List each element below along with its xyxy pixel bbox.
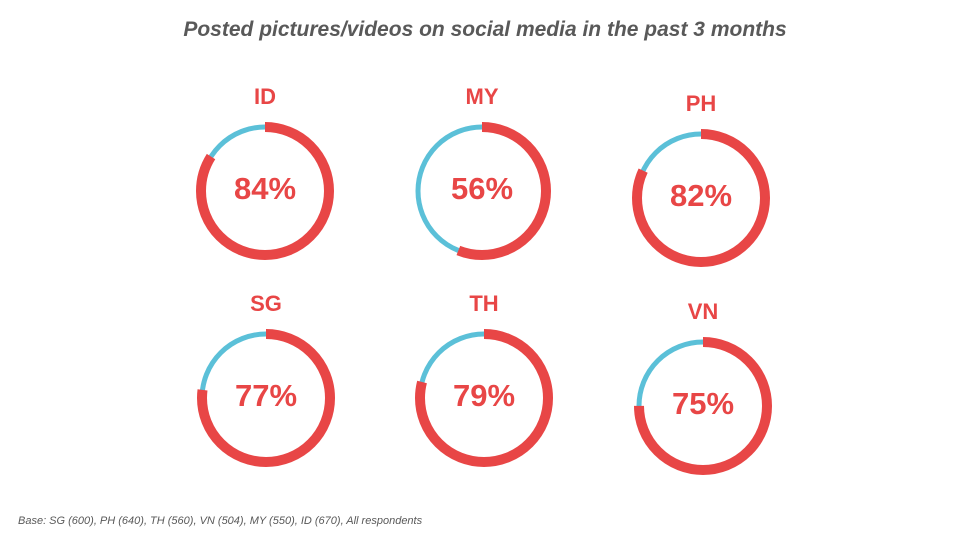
- donut-value-arc: [415, 329, 553, 467]
- donut-value-label: 56%: [450, 171, 514, 206]
- donut-th: TH 79%: [409, 291, 559, 491]
- donut-value-arc: [632, 129, 770, 267]
- donut-value-label: 77%: [234, 378, 298, 413]
- donut-vn: VN 75%: [628, 299, 778, 499]
- donut-ring: [634, 337, 772, 475]
- donut-id: ID 84%: [190, 84, 340, 284]
- donut-ring: [196, 122, 334, 260]
- donut-label: PH: [685, 91, 717, 116]
- donut-value-arc: [634, 337, 772, 475]
- donut-sg: SG 77%: [191, 291, 341, 491]
- donut-ring: [413, 122, 551, 260]
- donut-value-label: 75%: [671, 386, 735, 421]
- donut-value-label: 82%: [669, 178, 733, 213]
- chart-title: Posted pictures/videos on social media i…: [183, 18, 787, 41]
- donut-label: SG: [250, 291, 282, 316]
- donut-label: MY: [465, 84, 499, 109]
- donut-ring: [415, 329, 553, 467]
- donut-value-arc: [196, 122, 334, 260]
- donut-ring: [197, 329, 335, 467]
- donut-label: VN: [687, 299, 719, 324]
- donut-value-label: 79%: [452, 378, 516, 413]
- footnote: Base: SG (600), PH (640), TH (560), VN (…: [18, 515, 423, 527]
- donut-value-label: 84%: [233, 171, 297, 206]
- donut-label: TH: [469, 291, 499, 316]
- donut-label: ID: [254, 84, 276, 109]
- donut-ph: PH 82%: [626, 91, 776, 291]
- donut-value-arc: [413, 122, 551, 260]
- donut-my: MY 56%: [407, 84, 557, 284]
- donut-ring: [632, 129, 770, 267]
- donut-value-arc: [197, 329, 335, 467]
